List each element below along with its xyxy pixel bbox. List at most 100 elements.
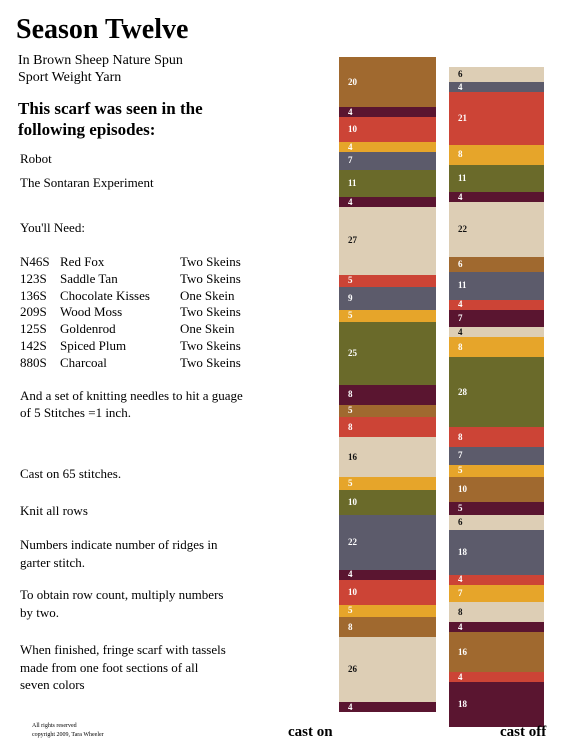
instruction-line: Knit all rows bbox=[20, 503, 88, 518]
material-cell: 136S bbox=[20, 287, 47, 303]
episode: The Sontaran Experiment bbox=[20, 175, 154, 190]
instruction-line: When finished, fringe scarf with tassels bbox=[20, 642, 226, 657]
stripe bbox=[449, 672, 544, 682]
stripe bbox=[449, 632, 544, 672]
stripe bbox=[449, 327, 544, 337]
yarn-line: Sport Weight Yarn bbox=[18, 70, 122, 85]
ridge-count: 8 bbox=[458, 606, 463, 617]
stripe bbox=[339, 489, 436, 515]
ridge-count: 26 bbox=[348, 664, 357, 674]
stripe bbox=[339, 274, 436, 287]
ridge-count: 25 bbox=[348, 347, 357, 358]
stripe bbox=[339, 169, 436, 197]
material-cell: 142S bbox=[20, 338, 47, 353]
ridge-count: 27 bbox=[348, 235, 357, 246]
stripe bbox=[449, 502, 544, 515]
material-cell: 880S bbox=[20, 354, 47, 370]
ridge-count: 8 bbox=[458, 341, 463, 352]
ridge-count: 16 bbox=[348, 451, 357, 462]
ridge-count: 8 bbox=[348, 389, 353, 399]
stripe bbox=[449, 477, 544, 502]
stripe bbox=[339, 57, 436, 107]
needles-line: And a set of knitting needles to hit a g… bbox=[20, 388, 243, 403]
ridge-count: 21 bbox=[458, 112, 467, 123]
stripe bbox=[339, 604, 436, 617]
material-cell: Spiced Plum bbox=[60, 338, 127, 353]
ridge-count: 6 bbox=[458, 516, 463, 527]
ridge-count: 8 bbox=[348, 421, 353, 432]
stripe bbox=[449, 464, 544, 477]
stripe bbox=[449, 427, 544, 447]
stripe bbox=[339, 117, 436, 142]
stripe bbox=[449, 447, 544, 465]
stripe bbox=[449, 299, 544, 310]
stripe bbox=[449, 164, 544, 192]
copyright: All rights reserved bbox=[32, 723, 77, 729]
title: Season Twelve bbox=[16, 14, 189, 45]
column-label: cast on bbox=[288, 724, 333, 740]
ridge-count: 4 bbox=[458, 326, 463, 337]
ridge-count: 4 bbox=[458, 621, 463, 632]
material-cell: Wood Moss bbox=[60, 304, 123, 320]
stripe bbox=[449, 192, 544, 202]
ridge-count: 4 bbox=[348, 196, 353, 207]
ridge-count: 10 bbox=[348, 124, 357, 134]
stripe bbox=[339, 437, 436, 477]
stripe bbox=[339, 152, 436, 170]
stripe bbox=[339, 637, 436, 702]
instruction-line: To obtain row count, multiply numbers bbox=[20, 587, 224, 602]
stripe bbox=[339, 702, 436, 712]
stripe bbox=[339, 579, 436, 605]
ridge-count: 5 bbox=[348, 275, 353, 286]
episodes-heading: following episodes: bbox=[18, 120, 156, 139]
material-cell: 123S bbox=[20, 270, 47, 286]
ridge-count: 7 bbox=[458, 450, 463, 461]
stripe bbox=[339, 207, 436, 275]
episode: Robot bbox=[20, 151, 52, 166]
stripe bbox=[449, 67, 544, 82]
stripe bbox=[339, 404, 436, 417]
material-cell: 209S bbox=[20, 304, 47, 320]
stripe bbox=[339, 287, 436, 310]
stripe bbox=[339, 309, 436, 322]
ridge-count: 7 bbox=[348, 155, 353, 166]
ridge-count: 6 bbox=[458, 259, 463, 269]
ridge-count: 5 bbox=[348, 605, 353, 616]
yarn-line: In Brown Sheep Nature Spun bbox=[18, 53, 183, 68]
stripe bbox=[449, 82, 544, 92]
ridge-count: 4 bbox=[348, 141, 353, 152]
stripe bbox=[449, 682, 544, 727]
ridge-count: 16 bbox=[458, 646, 467, 657]
stripe bbox=[449, 357, 544, 427]
material-cell: Two Skeins bbox=[180, 304, 241, 320]
column-label: cast off bbox=[500, 724, 547, 740]
ridge-count: 6 bbox=[458, 69, 463, 79]
material-cell: Two Skeins bbox=[180, 338, 241, 353]
ridge-count: 8 bbox=[458, 149, 463, 159]
ridge-count: 5 bbox=[458, 465, 463, 476]
ridge-count: 10 bbox=[458, 484, 467, 494]
ridge-count: 5 bbox=[348, 310, 353, 321]
material-cell: Two Skeins bbox=[180, 354, 241, 370]
ridge-count: 4 bbox=[458, 191, 463, 202]
copyright: copyright 2009, Tara Wheeler bbox=[32, 732, 104, 738]
stripe bbox=[339, 417, 436, 437]
ridge-count: 4 bbox=[458, 81, 463, 92]
material-cell: One Skein bbox=[180, 287, 235, 303]
stripe bbox=[339, 569, 436, 580]
stripe bbox=[449, 257, 544, 272]
needles-line: of 5 Stitches =1 inch. bbox=[20, 405, 131, 420]
material-cell: Red Fox bbox=[60, 254, 105, 269]
stripe bbox=[339, 107, 436, 117]
stripe bbox=[339, 142, 436, 152]
material-cell: 125S bbox=[20, 321, 47, 337]
ridge-count: 8 bbox=[348, 621, 353, 632]
ridge-count: 11 bbox=[458, 280, 467, 291]
stripe bbox=[449, 584, 544, 602]
stripe bbox=[449, 144, 544, 165]
stripe bbox=[449, 309, 544, 327]
ridge-count: 18 bbox=[458, 699, 467, 709]
ridge-count: 4 bbox=[458, 574, 463, 584]
ridge-count: 18 bbox=[458, 546, 467, 557]
instruction-line: garter stitch. bbox=[20, 554, 85, 570]
